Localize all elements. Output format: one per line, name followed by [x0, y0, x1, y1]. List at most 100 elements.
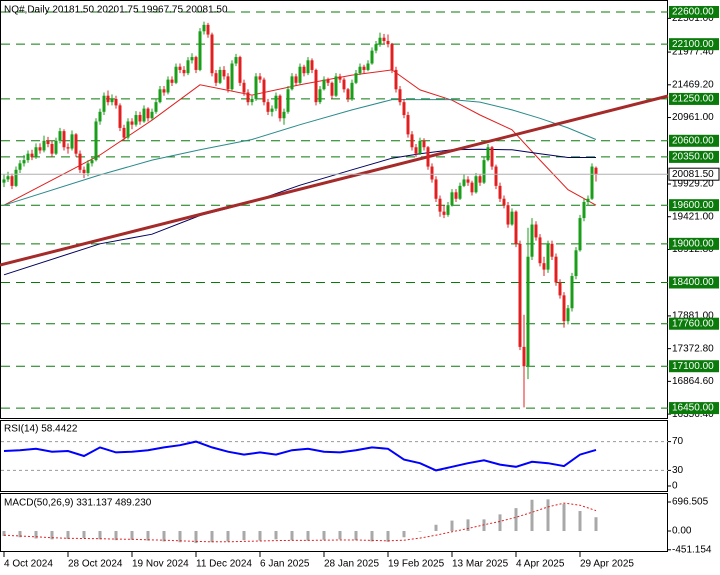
candle-body: [350, 82, 354, 99]
level-label: 22100.00: [672, 39, 714, 50]
candle-body: [370, 50, 374, 64]
candle-body: [30, 153, 34, 157]
candle-body: [398, 89, 402, 103]
candle-body: [162, 89, 166, 93]
candle-body: [134, 115, 138, 125]
candle-body: [198, 31, 202, 70]
candle-body: [390, 44, 394, 70]
candle-body: [166, 79, 170, 93]
candle-body: [298, 66, 302, 83]
candle-body: [426, 147, 430, 167]
candle-body: [190, 57, 194, 61]
y-tick-label: 16864.60: [672, 376, 714, 387]
candle-body: [302, 66, 306, 74]
macd-bar: [322, 531, 326, 540]
candle-body: [446, 205, 450, 215]
candle-body: [210, 34, 214, 74]
candle-body: [474, 176, 478, 193]
level-label: 20350.00: [672, 152, 714, 163]
macd-bar: [530, 499, 534, 532]
candle-body: [34, 147, 38, 157]
candle-body: [338, 76, 342, 80]
candle-body: [566, 308, 570, 322]
candle-body: [506, 205, 510, 225]
candle-body: [154, 102, 158, 112]
candle-body: [26, 153, 30, 161]
level-label: 17100.00: [672, 361, 714, 372]
candle-body: [126, 121, 130, 138]
macd-bar: [242, 531, 246, 541]
level-label: 22600.00: [672, 7, 714, 18]
candle-body: [450, 192, 454, 206]
candle-body: [242, 82, 246, 93]
x-tick-label: 6 Jan 2025: [260, 559, 310, 570]
candle-body: [42, 140, 46, 151]
candle-body: [314, 69, 318, 103]
candle-body: [182, 69, 186, 74]
x-tick-label: 4 Oct 2024: [4, 559, 53, 570]
candle-body: [278, 95, 282, 119]
candle-body: [50, 144, 54, 154]
level-label-box: [669, 134, 719, 147]
candle-body: [578, 218, 582, 251]
candle-body: [422, 140, 426, 148]
candle-body: [82, 169, 86, 173]
candle-body: [94, 121, 98, 161]
macd-bar: [194, 531, 198, 544]
candle-body: [538, 237, 542, 264]
y-tick-label: 20961.00: [672, 112, 714, 123]
last-price-box: [668, 167, 720, 181]
x-tick-label: 11 Dec 2024: [196, 559, 252, 570]
macd-bar: [370, 531, 374, 542]
macd-bar: [210, 531, 214, 543]
candle-body: [518, 243, 522, 347]
candle-body: [114, 98, 118, 106]
level-label-box: [669, 237, 719, 250]
trendline: [0, 94, 669, 267]
candle-body: [490, 147, 494, 167]
level-label-box: [669, 276, 719, 289]
y-tick-label: 17881.00: [672, 311, 714, 322]
candle-body: [62, 131, 66, 148]
candle-body: [246, 92, 250, 103]
y-tick-label: 70: [672, 436, 684, 447]
candle-body: [346, 89, 350, 99]
chart-title: NQ#,Daily 20181.50 20201.75 19967.75 200…: [4, 5, 228, 16]
moving-average: [3, 148, 596, 276]
macd-bar: [82, 531, 86, 539]
candle-body: [406, 115, 410, 135]
candle-body: [74, 134, 78, 154]
candle-body: [342, 79, 346, 90]
candle-body: [146, 108, 150, 119]
macd-signal: [3, 502, 597, 543]
candle-body: [454, 192, 458, 199]
candle-body: [118, 105, 122, 128]
candle-body: [438, 198, 442, 212]
candle-body: [502, 198, 506, 206]
candle-body: [186, 60, 190, 74]
macd-bar: [162, 531, 166, 542]
candle-body: [258, 76, 262, 80]
macd-bar: [114, 531, 118, 541]
candle-body: [534, 224, 538, 238]
macd-bar: [290, 531, 294, 541]
candle-body: [362, 66, 366, 70]
y-tick-label: 19421.00: [672, 211, 714, 222]
level-label: 18400.00: [672, 277, 714, 288]
candle-body: [274, 95, 278, 109]
macd-bar: [50, 531, 54, 540]
candle-body: [430, 166, 434, 180]
x-tick-label: 13 Mar 2025: [452, 559, 509, 570]
candle-body: [110, 98, 114, 103]
candle-body: [322, 79, 326, 90]
candle-body: [250, 98, 254, 103]
candle-body: [358, 66, 362, 74]
candle-body: [90, 160, 94, 164]
candle-body: [38, 147, 42, 151]
y-tick-label: 16356.40: [672, 409, 714, 420]
level-label-box: [669, 38, 719, 51]
candle-body: [310, 60, 314, 70]
candle-body: [150, 111, 154, 119]
candle-body: [22, 160, 26, 164]
